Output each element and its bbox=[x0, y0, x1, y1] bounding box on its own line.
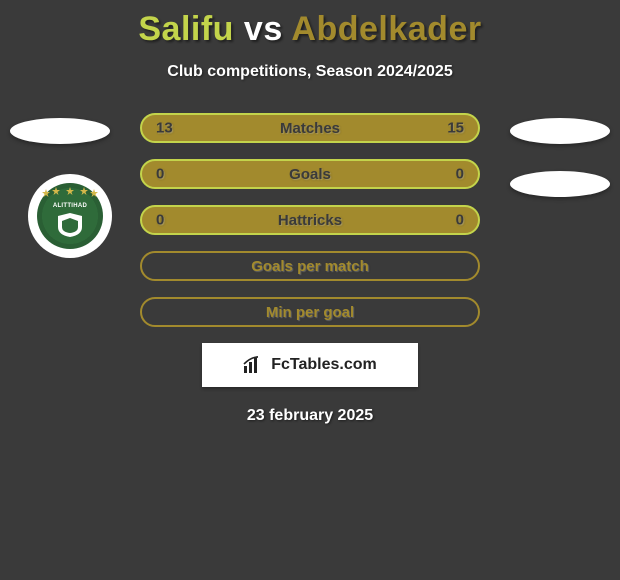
stat-row-goals-per-match: Goals per match bbox=[140, 251, 480, 281]
stat-label: Matches bbox=[280, 120, 340, 137]
stat-value-right: 15 bbox=[447, 120, 464, 137]
page-title: Salifu vs Abdelkader bbox=[0, 0, 620, 49]
stat-row-goals: Goals 0 0 bbox=[140, 159, 480, 189]
player1-club-logo-placeholder bbox=[10, 118, 110, 144]
stat-value-left: 0 bbox=[156, 212, 164, 229]
stat-row-hattricks: Hattricks 0 0 bbox=[140, 205, 480, 235]
bar-chart-icon bbox=[243, 356, 265, 374]
player2-name: Abdelkader bbox=[291, 10, 481, 48]
stats-area: ALITTIHAD Matches1315Goals00Hattricks00G… bbox=[0, 113, 620, 425]
stat-label: Goals bbox=[289, 166, 331, 183]
stat-label: Min per goal bbox=[266, 304, 354, 321]
club-emblem-icon bbox=[55, 213, 85, 237]
stat-value-left: 0 bbox=[156, 166, 164, 183]
subtitle: Club competitions, Season 2024/2025 bbox=[0, 63, 620, 81]
stat-row-matches: Matches 13 15 bbox=[140, 113, 480, 143]
player1-name: Salifu bbox=[138, 10, 234, 48]
stat-row-min-per-goal: Min per goal bbox=[140, 297, 480, 327]
stat-value-right: 0 bbox=[456, 212, 464, 229]
stat-label: Goals per match bbox=[251, 258, 369, 275]
player1-club-badge: ALITTIHAD bbox=[28, 174, 112, 258]
club-stars-icon bbox=[41, 187, 99, 203]
player2-national-logo-placeholder bbox=[510, 171, 610, 197]
club-badge-text: ALITTIHAD bbox=[53, 203, 87, 209]
stat-label: Hattricks bbox=[278, 212, 342, 229]
player2-club-logo-placeholder bbox=[510, 118, 610, 144]
vs-text: vs bbox=[244, 10, 283, 48]
club-badge-inner: ALITTIHAD bbox=[37, 183, 103, 249]
source-badge[interactable]: FcTables.com bbox=[202, 343, 418, 387]
source-brand-text: FcTables.com bbox=[271, 356, 377, 374]
footer-date: 23 february 2025 bbox=[0, 407, 620, 425]
stat-value-left: 13 bbox=[156, 120, 173, 137]
stat-value-right: 0 bbox=[456, 166, 464, 183]
